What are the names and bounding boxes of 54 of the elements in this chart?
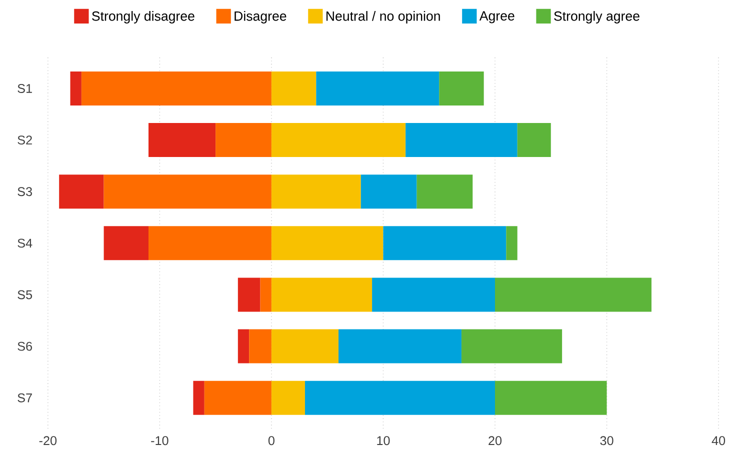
bar xyxy=(383,226,506,260)
bar xyxy=(360,174,417,209)
bar xyxy=(271,278,372,312)
x-tick-label: 30 xyxy=(600,436,614,446)
bar xyxy=(193,380,204,415)
bar xyxy=(338,329,462,364)
bar xyxy=(416,174,473,209)
bar xyxy=(495,380,607,415)
y-tick-label: S1 xyxy=(18,84,32,93)
x-tick-label: -10 xyxy=(151,436,168,446)
legend-label: Disagree xyxy=(234,11,286,24)
x-tick-label: 20 xyxy=(488,436,502,446)
y-tick-label: S5 xyxy=(18,290,32,300)
bar xyxy=(260,278,272,312)
legend-label: Neutral / no opinion xyxy=(326,11,440,24)
bar xyxy=(104,226,148,260)
legend-label: Strongly agree xyxy=(554,11,640,24)
bar xyxy=(271,71,316,106)
x-tick-label: 0 xyxy=(268,436,274,446)
bar xyxy=(238,278,260,312)
bar xyxy=(271,380,305,415)
bar xyxy=(81,71,272,106)
legend-label: Strongly disagree xyxy=(92,11,194,24)
bar xyxy=(495,278,652,312)
bar xyxy=(104,174,272,209)
bar xyxy=(216,123,272,158)
bar xyxy=(316,71,440,106)
bar xyxy=(249,329,272,364)
x-tick-label: -20 xyxy=(39,436,57,446)
x-tick-label: 40 xyxy=(712,436,726,446)
bar xyxy=(204,380,272,415)
y-tick-label: S6 xyxy=(18,342,32,351)
bar xyxy=(271,123,406,158)
bar xyxy=(406,123,518,158)
bar xyxy=(238,329,250,364)
y-tick-label: S3 xyxy=(18,187,32,196)
bar xyxy=(304,380,495,415)
y-tick-label: S4 xyxy=(18,238,32,248)
bar xyxy=(461,329,562,364)
bar xyxy=(271,329,339,364)
bar xyxy=(439,71,484,106)
legend-label: Agree xyxy=(479,11,514,24)
bar xyxy=(372,278,495,312)
bar xyxy=(148,226,272,260)
bar xyxy=(148,123,216,158)
bar xyxy=(506,226,518,260)
bar xyxy=(517,123,551,158)
bar xyxy=(70,71,82,106)
y-tick-label: S2 xyxy=(18,136,32,144)
x-tick-label: 10 xyxy=(377,436,390,446)
bar xyxy=(59,174,104,209)
y-tick-label: S7 xyxy=(18,393,32,402)
bar xyxy=(271,174,361,209)
bar xyxy=(271,226,384,260)
